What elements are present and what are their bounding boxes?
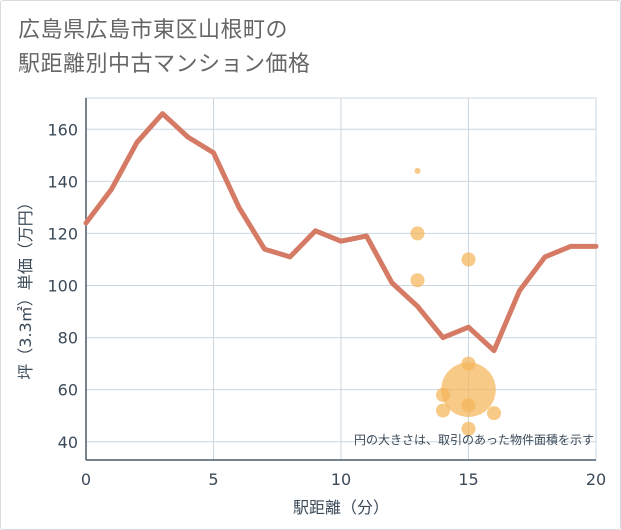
x-tick-label: 20: [586, 470, 606, 489]
y-axis-label: 坪（3.3㎡）単価（万円）: [16, 194, 35, 379]
scatter-point: [461, 398, 476, 413]
y-tick-label: 140: [47, 172, 78, 191]
y-tick-label: 40: [58, 433, 78, 452]
scatter-point: [435, 403, 451, 418]
grid-lines: [85, 97, 597, 461]
scatter-point: [461, 252, 476, 267]
y-tick-label: 160: [47, 120, 78, 139]
scatter-bubbles: [410, 167, 502, 436]
chart-title-line-1: 広島県広島市東区山根町の: [18, 18, 289, 43]
x-axis-label: 駅距離（分）: [293, 498, 389, 517]
chart-title: 広島県広島市東区山根町の 駅距離別中古マンション価格: [18, 14, 311, 82]
chart-title-line-2: 駅距離別中古マンション価格: [18, 52, 311, 77]
y-tick-label: 120: [47, 224, 78, 243]
x-tick-label: 0: [81, 470, 91, 489]
x-tick-label: 15: [458, 470, 478, 489]
bubble-size-note: 円の大きさは、取引のあった物件面積を示す: [354, 432, 594, 447]
scatter-point: [486, 406, 502, 421]
scatter-point: [441, 362, 496, 417]
line-series: [83, 111, 599, 354]
scatter-point: [414, 167, 421, 174]
scatter-point: [410, 273, 425, 288]
y-tick-label: 80: [58, 329, 78, 348]
x-tick-label: 10: [331, 470, 351, 489]
price-line: [83, 111, 599, 354]
y-tick-label: 100: [47, 277, 78, 296]
scatter-point: [461, 421, 476, 436]
y-tick-label: 60: [58, 381, 78, 400]
scatter-point: [410, 226, 425, 241]
x-tick-label: 5: [208, 470, 218, 489]
tick-labels: 40 60 80 100 120 140 160 0 5 10 15 20: [47, 120, 606, 489]
axes: [85, 98, 596, 461]
